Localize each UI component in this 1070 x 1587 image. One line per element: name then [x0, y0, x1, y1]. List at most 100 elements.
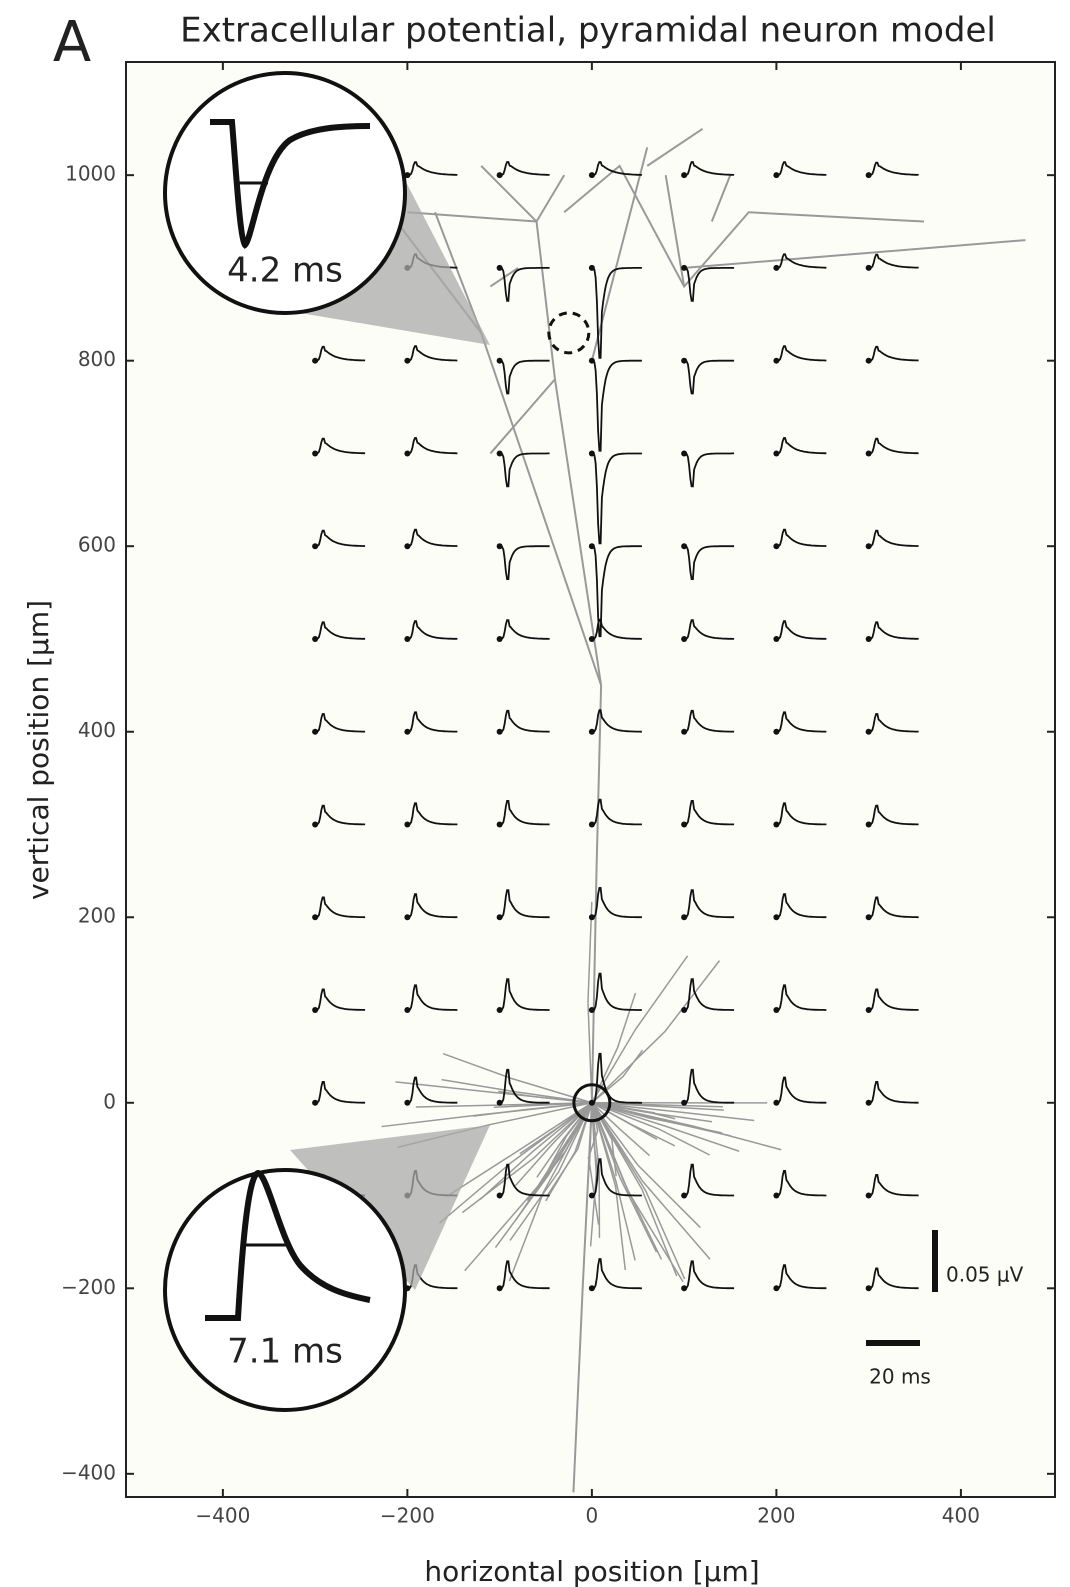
electrode — [773, 1193, 779, 1199]
electrode — [681, 821, 687, 827]
electrode — [404, 636, 410, 642]
electrode — [589, 172, 595, 178]
electrode — [866, 1007, 872, 1013]
electrode — [497, 914, 503, 920]
electrode — [497, 729, 503, 735]
electrode — [589, 1193, 595, 1199]
figure: A Extracellular potential, pyramidal neu… — [0, 0, 1070, 1587]
electrode — [497, 636, 503, 642]
y-tick-label: 1000 — [65, 162, 116, 186]
time-scale-label: 20 ms — [869, 1365, 931, 1389]
electrode — [589, 1100, 595, 1106]
electrode — [866, 172, 872, 178]
electrode — [681, 729, 687, 735]
electrode — [773, 636, 779, 642]
inset-label: 4.2 ms — [227, 251, 343, 291]
electrode — [681, 1285, 687, 1291]
electrode — [773, 358, 779, 364]
electrode — [497, 265, 503, 271]
electrode — [404, 450, 410, 456]
electrode — [312, 358, 318, 364]
electrode — [773, 172, 779, 178]
electrode — [589, 265, 595, 271]
y-tick-label: 400 — [78, 718, 116, 742]
electrode — [312, 636, 318, 642]
electrode — [681, 450, 687, 456]
electrode — [312, 1007, 318, 1013]
electrode — [312, 450, 318, 456]
electrode — [589, 543, 595, 549]
electrode — [773, 821, 779, 827]
electrode — [404, 1007, 410, 1013]
electrode — [312, 821, 318, 827]
electrode — [589, 1007, 595, 1013]
electrode — [773, 1285, 779, 1291]
electrode — [681, 543, 687, 549]
panel-label: A — [53, 10, 91, 75]
electrode — [866, 914, 872, 920]
electrode — [497, 821, 503, 827]
electrode — [681, 914, 687, 920]
electrode — [773, 1100, 779, 1106]
electrode — [681, 358, 687, 364]
electrode — [866, 450, 872, 456]
electrode — [866, 1100, 872, 1106]
electrode — [773, 729, 779, 735]
electrode — [404, 729, 410, 735]
electrode — [681, 172, 687, 178]
inset-label: 7.1 ms — [227, 1332, 343, 1372]
electrode — [497, 1007, 503, 1013]
voltage-scale-label: 0.05 μV — [946, 1263, 1024, 1287]
electrode — [404, 914, 410, 920]
y-tick-label: 200 — [78, 904, 116, 928]
electrode — [681, 636, 687, 642]
electrode — [589, 914, 595, 920]
electrode — [866, 821, 872, 827]
electrode — [589, 450, 595, 456]
electrode — [589, 729, 595, 735]
x-tick-label: 200 — [757, 1504, 795, 1528]
electrode — [497, 1100, 503, 1106]
x-axis-label: horizontal position [μm] — [424, 1555, 759, 1587]
electrode — [866, 1193, 872, 1199]
x-tick-label: −400 — [195, 1504, 250, 1528]
electrode — [497, 1285, 503, 1291]
electrode — [866, 1285, 872, 1291]
electrode — [589, 1285, 595, 1291]
electrode — [589, 636, 595, 642]
y-axis-label: vertical position [μm] — [22, 600, 55, 900]
electrode — [312, 729, 318, 735]
x-tick-label: 0 — [586, 1504, 599, 1528]
x-tick-label: −200 — [380, 1504, 435, 1528]
electrode — [866, 543, 872, 549]
electrode — [866, 265, 872, 271]
electrode — [404, 821, 410, 827]
electrode — [866, 358, 872, 364]
electrode — [866, 729, 872, 735]
electrode — [312, 543, 318, 549]
inset-circle — [165, 1170, 405, 1410]
y-tick-label: −400 — [61, 1460, 116, 1484]
electrode — [497, 172, 503, 178]
electrode — [866, 636, 872, 642]
electrode — [681, 1193, 687, 1199]
y-tick-label: 0 — [103, 1089, 116, 1113]
electrode — [681, 265, 687, 271]
electrode — [312, 914, 318, 920]
y-tick-label: 600 — [78, 533, 116, 557]
y-tick-label: −200 — [61, 1275, 116, 1299]
electrode — [773, 450, 779, 456]
electrode — [497, 450, 503, 456]
electrode — [312, 1100, 318, 1106]
electrode — [497, 358, 503, 364]
electrode — [404, 543, 410, 549]
chart-title: Extracellular potential, pyramidal neuro… — [180, 11, 996, 51]
electrode — [497, 543, 503, 549]
electrode — [404, 1100, 410, 1106]
x-tick-label: 400 — [942, 1504, 980, 1528]
electrode — [773, 1007, 779, 1013]
electrode — [773, 914, 779, 920]
electrode — [773, 265, 779, 271]
electrode — [681, 1007, 687, 1013]
electrode — [681, 1100, 687, 1106]
